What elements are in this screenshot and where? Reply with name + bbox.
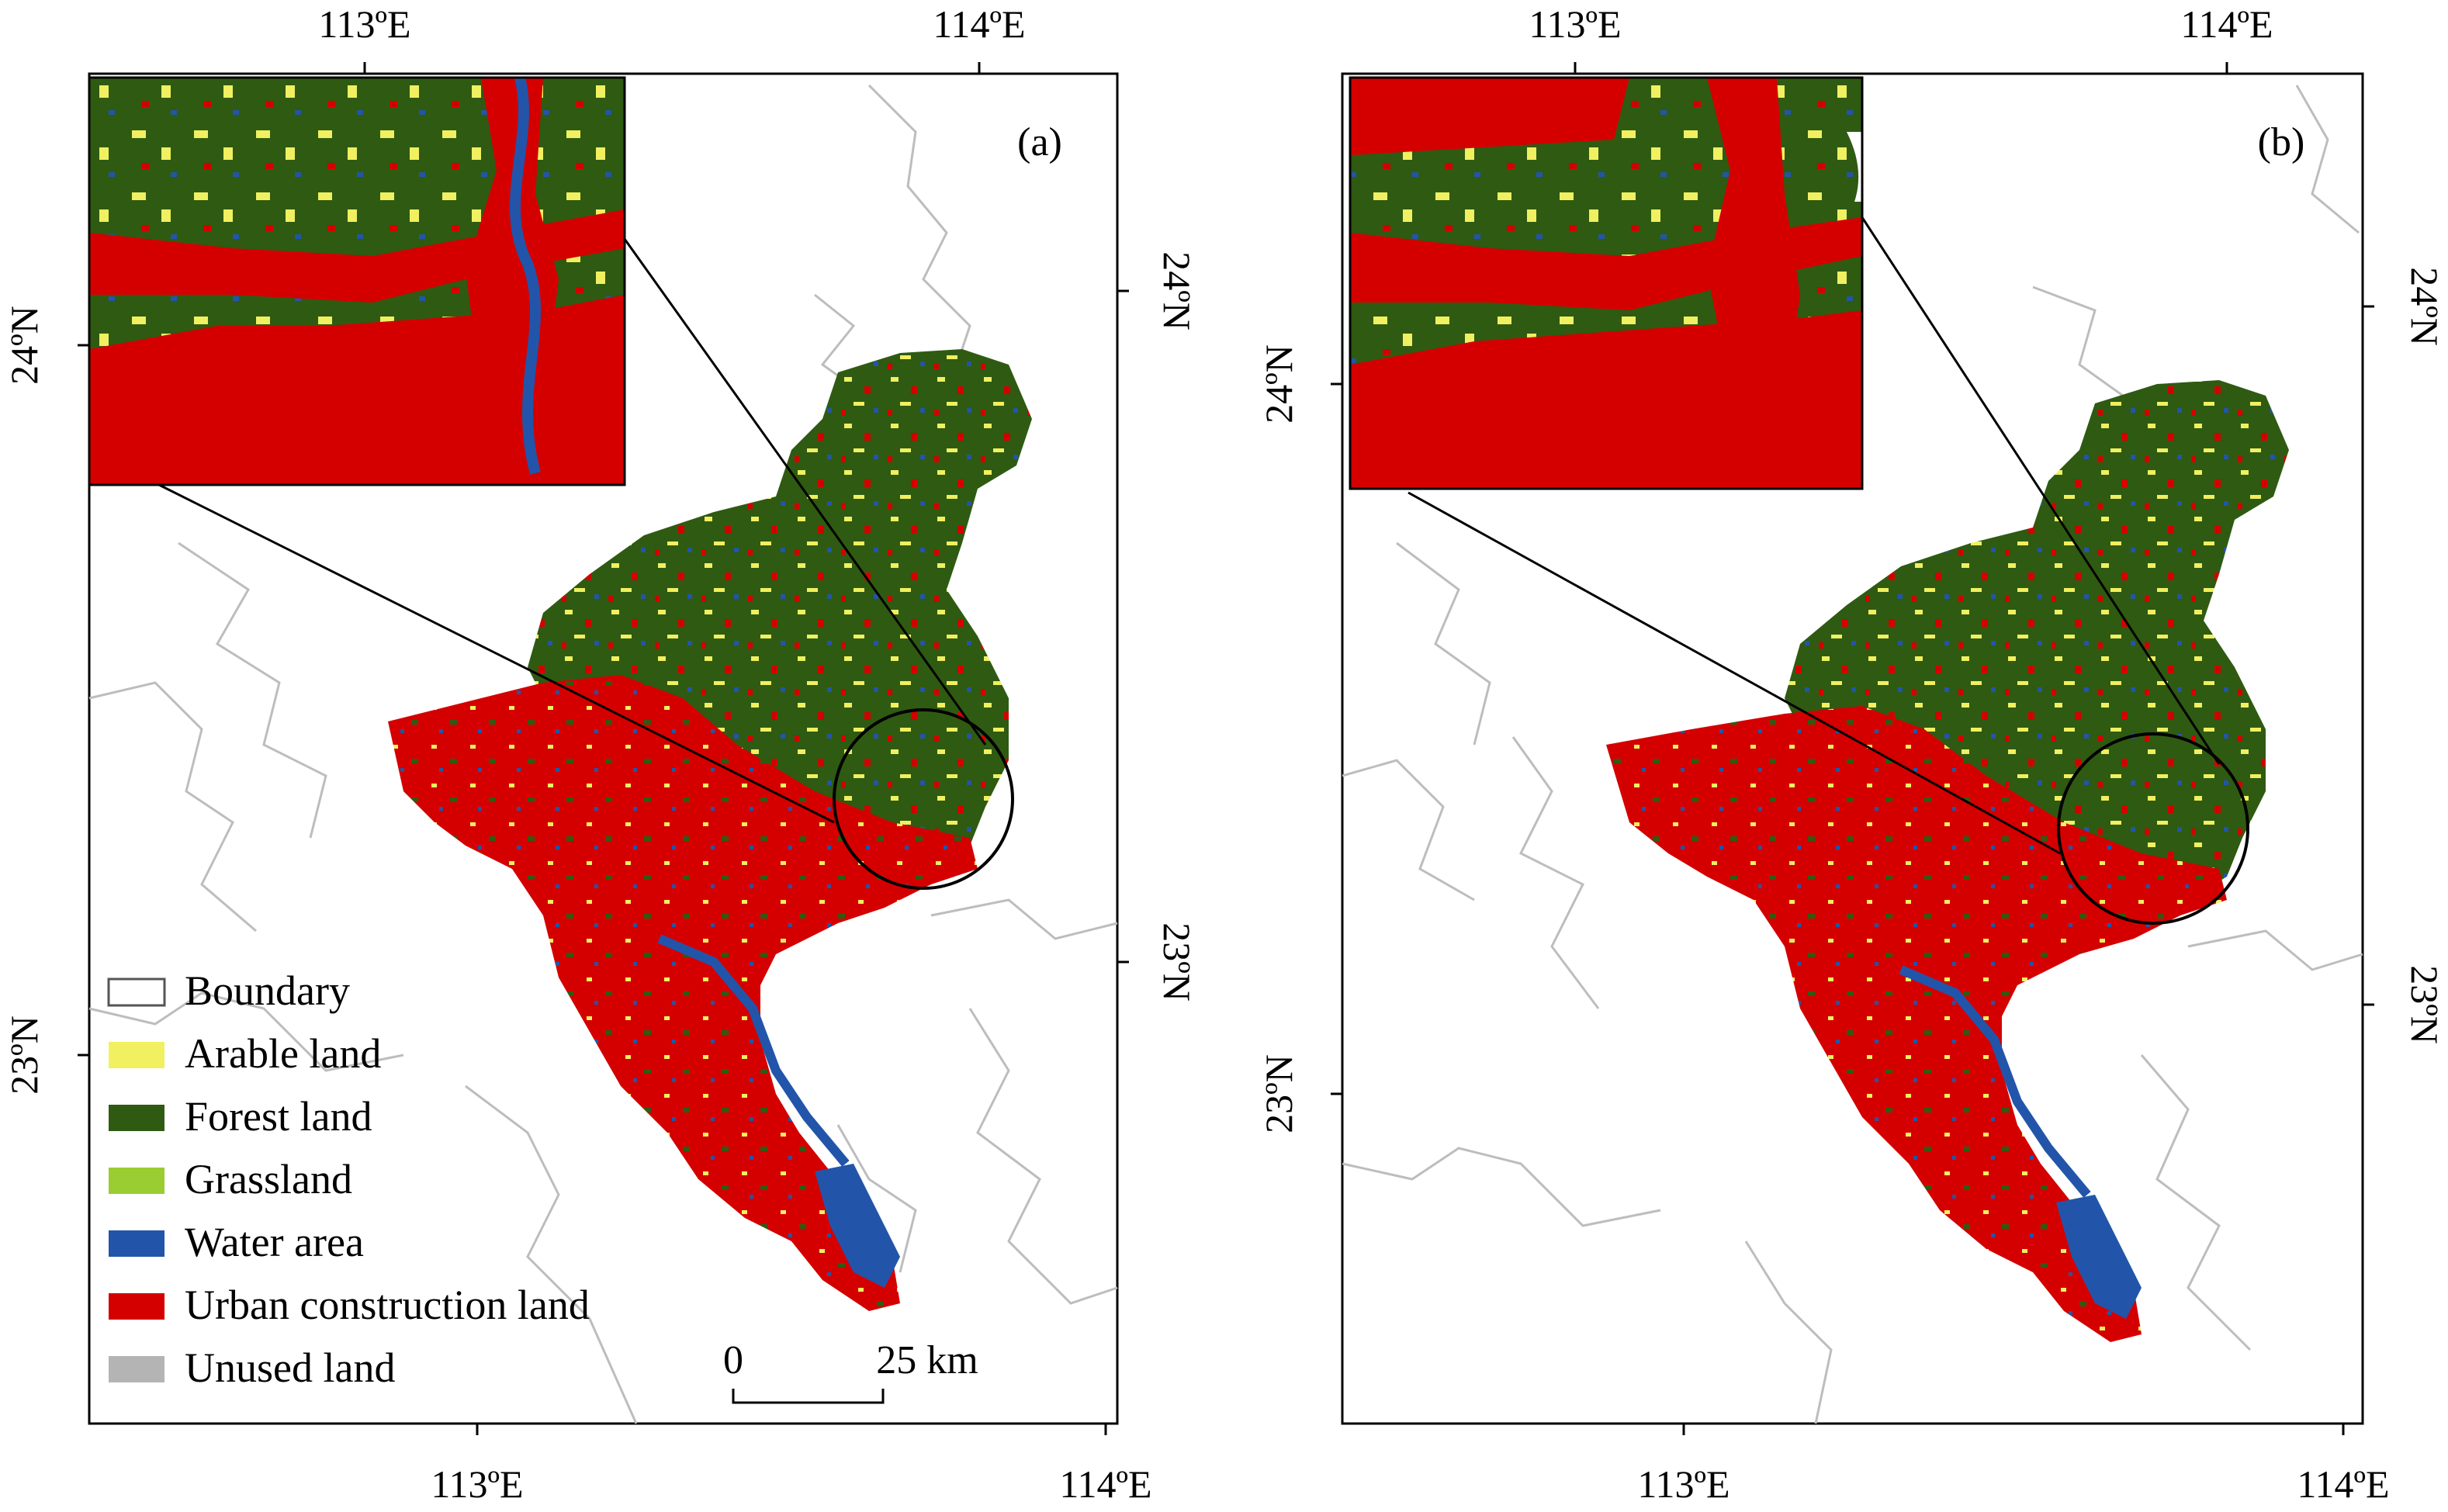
panel-label: (a) xyxy=(1017,120,1062,164)
water-channel xyxy=(657,934,850,1167)
leader-line xyxy=(1853,205,2221,765)
left-tick-label: 24ºN xyxy=(2,306,46,385)
water-island xyxy=(815,1164,900,1288)
urban-region xyxy=(1606,706,2227,1342)
legend-label: Arable land xyxy=(185,1030,381,1077)
left-tick-label: 23ºN xyxy=(2,1015,46,1095)
urban-region xyxy=(388,675,978,1311)
bottom-tick-label: 113ºE xyxy=(1637,1462,1730,1506)
water-channel xyxy=(1899,965,2091,1198)
leader-line xyxy=(608,216,987,746)
legend-label: Water area xyxy=(185,1219,364,1265)
legend-label: Forest land xyxy=(185,1093,372,1140)
legend-swatch-grass xyxy=(109,1168,164,1194)
legend-swatch-arable xyxy=(109,1042,164,1068)
top-tick-label: 114ºE xyxy=(2180,2,2273,46)
top-tick-label: 113ºE xyxy=(1529,2,1621,46)
panel-label: (b) xyxy=(2258,120,2305,164)
legend-swatch-forest xyxy=(109,1105,164,1131)
left-tick-label: 23ºN xyxy=(1257,1054,1300,1133)
panel-b: 113ºE 114ºE 113ºE 114ºE 24ºN 23ºN 24ºN 2… xyxy=(1257,2,2446,1506)
legend: Boundary Arable land Forest land Grassla… xyxy=(107,967,590,1391)
right-tick-label: 23ºN xyxy=(1155,922,1199,1002)
legend-label: Unused land xyxy=(185,1344,395,1391)
tick-marks xyxy=(78,62,1129,1435)
top-tick-label: 113ºE xyxy=(318,2,410,46)
legend-swatch-boundary xyxy=(107,977,166,1007)
scale-end: 25 km xyxy=(876,1338,978,1382)
zoom-circle xyxy=(833,708,1014,890)
water-island xyxy=(2056,1195,2142,1319)
top-tick-label: 114ºE xyxy=(933,2,1025,46)
tick-marks xyxy=(1331,62,2374,1435)
inset-map xyxy=(88,76,626,486)
bottom-tick-label: 114ºE xyxy=(2297,1462,2389,1506)
leader-line xyxy=(1408,491,2061,855)
legend-label: Urban construction land xyxy=(185,1282,590,1328)
zoom-circle xyxy=(2057,732,2249,925)
bottom-tick-label: 114ºE xyxy=(1059,1462,1151,1506)
legend-swatch-water xyxy=(109,1230,164,1257)
leader-line xyxy=(158,483,835,824)
scale-bar: 0 25 km xyxy=(723,1338,978,1404)
panel-a: 113ºE 114ºE 113ºE 114ºE 24ºN 23ºN 24ºN 2… xyxy=(2,2,1199,1506)
right-tick-label: 24ºN xyxy=(2403,267,2446,346)
right-tick-label: 23ºN xyxy=(2403,965,2446,1044)
right-tick-label: 24ºN xyxy=(1155,251,1199,330)
legend-swatch-urban xyxy=(109,1293,164,1320)
bottom-tick-label: 113ºE xyxy=(431,1462,523,1506)
legend-label: Boundary xyxy=(185,967,350,1014)
left-tick-label: 24ºN xyxy=(1257,344,1300,424)
legend-label: Grassland xyxy=(185,1156,352,1202)
legend-swatch-unused xyxy=(109,1356,164,1382)
scale-start: 0 xyxy=(723,1338,743,1382)
inset-map xyxy=(1349,76,1864,490)
